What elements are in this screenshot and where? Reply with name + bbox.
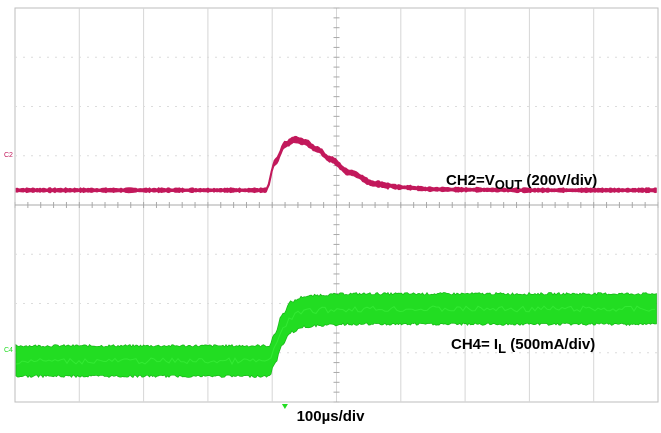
ch2-label-scale: (200V/div) [522,172,597,189]
ch2-marker: C2 [4,152,13,159]
ch2-label: CH2=VOUT (200V/div) [446,172,597,192]
ch2-label-subscript: OUT [495,177,523,192]
ch4-label-subscript: L [498,341,506,356]
timebase-label: 100µs/div [296,408,365,425]
ch4-label: CH4= IL (500mA/div) [451,336,595,356]
scope-traces [15,135,657,379]
trigger-marker [281,404,288,409]
ch4-label-prefix: CH4= I [451,336,498,353]
ch4-marker: C4 [4,347,13,354]
ch4-il-trace [15,291,657,379]
ch4-ripple [15,305,655,366]
ch2-vout-trace [15,135,657,194]
ch4-label-scale: (500mA/div) [506,336,595,353]
ch2-label-prefix: CH2=V [446,172,495,189]
